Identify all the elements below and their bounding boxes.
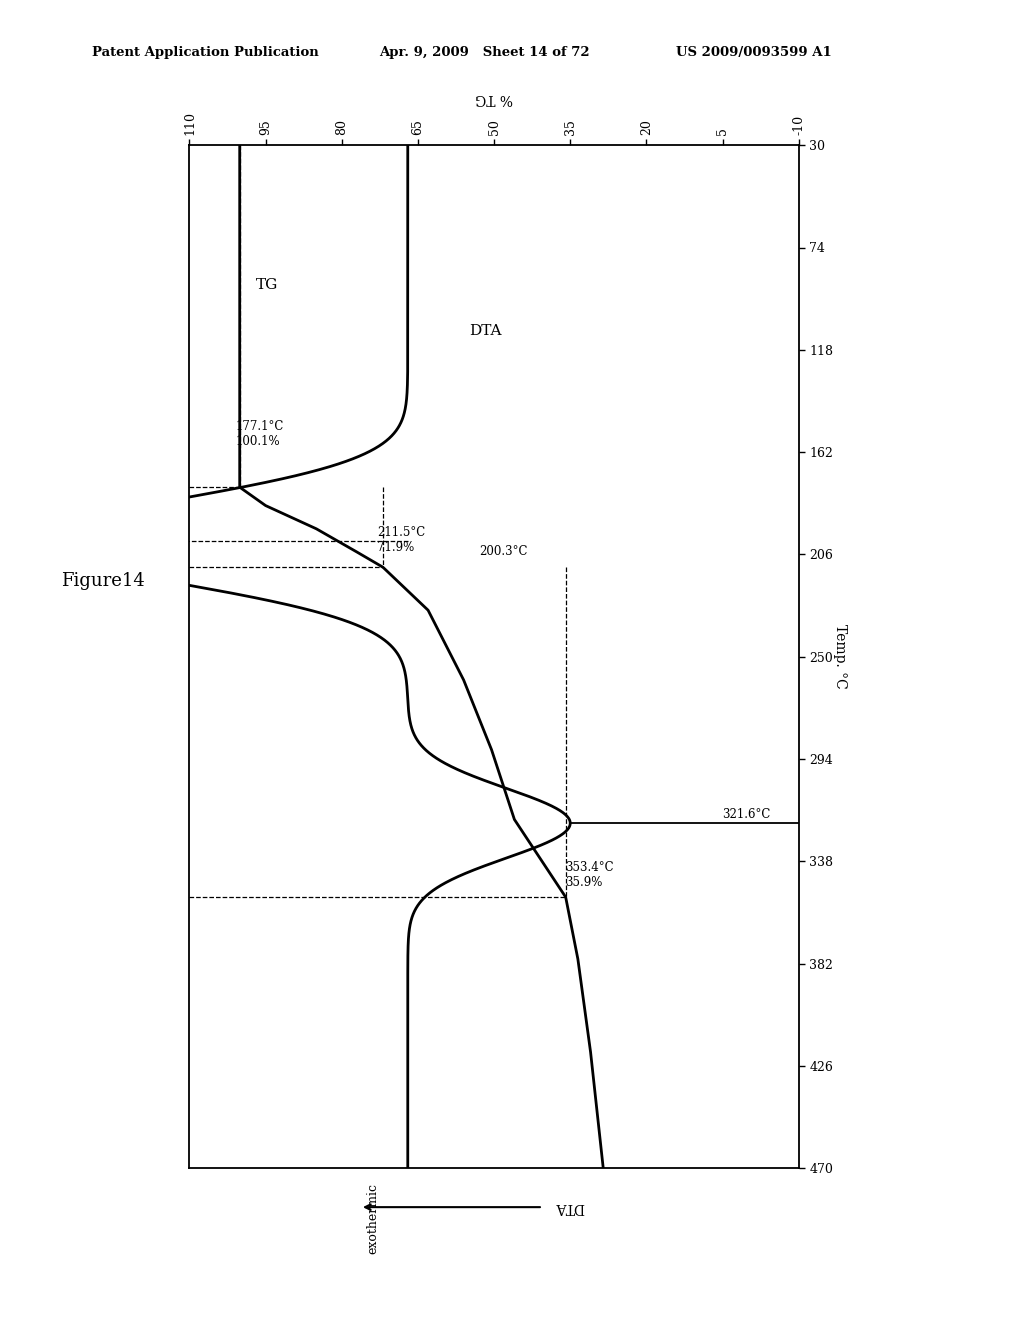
- Text: 353.4°C
35.9%: 353.4°C 35.9%: [565, 861, 613, 890]
- Text: TG: TG: [255, 277, 278, 292]
- Text: 200.3°C: 200.3°C: [479, 545, 527, 558]
- Text: DTA: DTA: [469, 325, 501, 338]
- Text: exothermic: exothermic: [367, 1183, 379, 1254]
- X-axis label: % TG: % TG: [475, 91, 513, 106]
- Y-axis label: Temp. °C: Temp. °C: [834, 624, 847, 689]
- Text: DTA: DTA: [555, 1200, 585, 1214]
- Text: US 2009/0093599 A1: US 2009/0093599 A1: [676, 46, 831, 59]
- Text: 321.6°C: 321.6°C: [723, 808, 771, 821]
- Text: Patent Application Publication: Patent Application Publication: [92, 46, 318, 59]
- Text: Figure14: Figure14: [61, 572, 145, 590]
- Text: Apr. 9, 2009   Sheet 14 of 72: Apr. 9, 2009 Sheet 14 of 72: [379, 46, 590, 59]
- Text: 211.5°C
71.9%: 211.5°C 71.9%: [377, 527, 426, 554]
- Text: 177.1°C
100.1%: 177.1°C 100.1%: [236, 420, 284, 447]
